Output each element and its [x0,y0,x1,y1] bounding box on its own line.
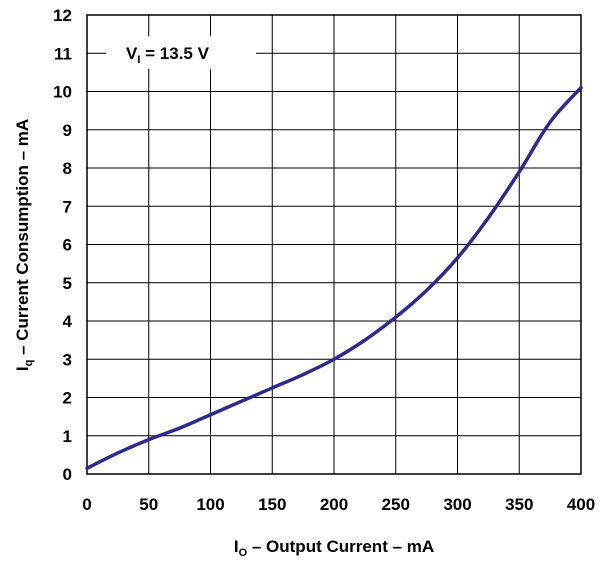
x-tick-label: 0 [82,495,91,514]
x-tick-label: 300 [443,495,471,514]
y-tick-label: 11 [54,44,72,63]
x-axis-label-main: I [234,537,239,556]
x-tick-label: 150 [258,495,286,514]
plot-frame [86,14,582,475]
y-tick-label: 2 [63,389,72,408]
y-tick-label: 0 [63,465,72,484]
y-tick-label: 9 [63,121,72,140]
grid [86,14,582,475]
y-tick-label: 7 [63,197,72,216]
annotation-rest: = 13.5 V [140,44,209,63]
x-axis-label: IO – Output Current – mA [234,537,434,559]
y-tick-label: 8 [63,159,72,178]
x-tick-label: 250 [382,495,410,514]
x-axis-label-sub: O [239,547,248,559]
x-tick-label: 350 [505,495,533,514]
x-tick-label: 100 [196,495,224,514]
y-tick-label: 10 [53,83,72,102]
annotation-box: VI = 13.5 V [106,36,256,69]
annotation-sub: I [137,54,140,66]
y-axis-label-sub: q [23,360,35,367]
y-axis-label-rest: – Current Consumption – mA [13,119,32,360]
series-group [85,85,583,471]
x-tick-label: 400 [567,495,595,514]
x-tick-labels: 0 50 100 150 200 250 300 350 400 [82,495,595,514]
y-tick-label: 3 [63,350,72,369]
x-tick-label: 50 [139,495,158,514]
annotation-background [106,36,256,69]
x-axis-label-rest: – Output Current – mA [247,537,434,556]
series-line [85,85,583,471]
y-tick-label: 5 [63,274,72,293]
y-tick-label: 12 [53,6,72,25]
annotation-main: V [126,44,138,63]
annotation: VI = 13.5 V [126,44,210,66]
x-tick-label: 200 [320,495,348,514]
y-tick-label: 1 [63,427,72,446]
y-axis-label-main: I [13,366,32,371]
y-tick-label: 6 [63,236,72,255]
y-tick-label: 4 [63,312,73,331]
y-axis-label: Iq – Current Consumption – mA [13,119,35,371]
